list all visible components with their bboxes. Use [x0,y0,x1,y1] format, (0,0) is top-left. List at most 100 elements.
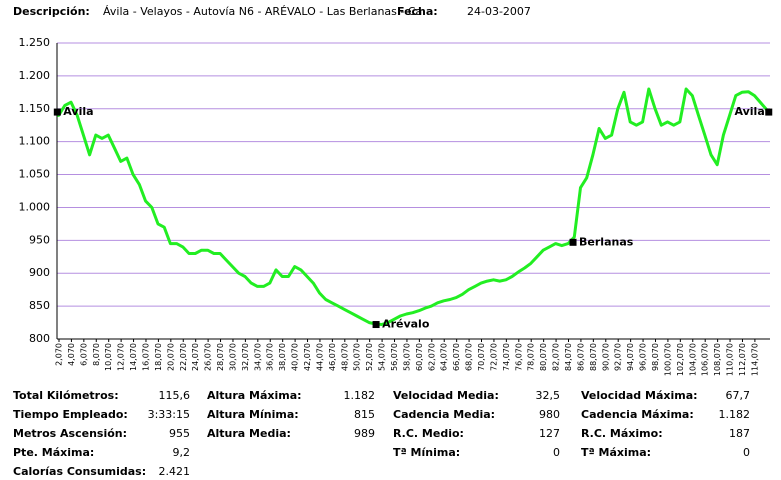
marker-label: Avila [63,105,93,118]
x-tick-label: 72,070 [489,343,498,371]
x-tick-label: 80,070 [539,343,548,371]
stat-label: Velocidad Media: [393,389,499,402]
x-tick-label: 92,070 [614,343,623,371]
stat-value: 3:33:15 [148,408,190,421]
stat-label: R.C. Máximo: [581,427,663,440]
x-tick-label: 110,070 [726,343,735,376]
x-tick-label: 36,070 [266,343,275,371]
stat-value: 815 [354,408,375,421]
y-tick-label: 1.050 [19,168,51,181]
stat-value: 67,7 [726,389,751,402]
stat-label: Velocidad Máxima: [581,389,698,402]
x-tick-label: 52,070 [365,343,374,371]
x-tick-label: 74,070 [502,343,511,371]
x-tick-label: 44,070 [315,343,324,371]
marker [372,321,380,329]
x-tick-label: 106,070 [701,343,710,376]
marker-label: Avila [734,105,764,118]
x-tick-label: 2,070 [54,343,63,366]
x-tick-label: 60,070 [415,343,424,371]
x-tick-label: 12,070 [117,343,126,371]
x-tick-label: 98,070 [651,343,660,371]
stat-value: 2.421 [159,465,191,478]
stat-value: 955 [169,427,190,440]
stat-label: Tª Máxima: [581,446,651,459]
x-tick-label: 88,070 [589,343,598,371]
x-tick-label: 114,070 [750,343,759,376]
x-tick-label: 6,070 [79,343,88,366]
stat-value: 0 [553,446,560,459]
x-tick-label: 16,070 [141,343,150,371]
stat-value: 989 [354,427,375,440]
x-tick-label: 48,070 [340,343,349,371]
x-tick-label: 56,070 [390,343,399,371]
stat-label: Cadencia Media: [393,408,495,421]
x-tick-label: 82,070 [552,343,561,371]
x-tick-label: 70,070 [477,343,486,371]
stat-label: Tª Mínima: [393,446,460,459]
stat-label: Cadencia Máxima: [581,408,694,421]
x-tick-label: 96,070 [639,343,648,371]
x-tick-label: 4,070 [67,343,76,366]
x-tick-label: 10,070 [104,343,113,371]
desc: Ávila - Velayos - Autovía N6 - ARÉVALO -… [103,5,422,18]
marker [569,238,577,246]
x-tick-label: 66,070 [452,343,461,371]
stat-value: 1.182 [344,389,376,402]
x-tick-label: 108,070 [713,343,722,376]
x-tick-label: 62,070 [427,343,436,371]
marker-label: Berlanas [579,235,634,248]
stat-value: 980 [539,408,560,421]
y-tick-label: 800 [29,332,50,345]
stat-label: Metros Ascensión: [13,427,127,440]
y-tick-label: 900 [29,266,50,279]
x-tick-label: 8,070 [92,343,101,366]
x-tick-label: 32,070 [241,343,250,371]
x-tick-label: 14,070 [129,343,138,371]
stat-value: 9,2 [173,446,191,459]
y-tick-label: 1.100 [19,135,51,148]
stat-value: 187 [729,427,750,440]
date-label: Fecha: [397,5,438,18]
stat-label: Total Kilómetros: [13,389,119,402]
x-tick-label: 112,070 [738,343,747,376]
stat-label: Calorías Consumidas: [13,465,146,478]
stat-label: Altura Media: [207,427,291,440]
marker [53,108,61,116]
stat-value: 127 [539,427,560,440]
x-tick-label: 58,070 [402,343,411,371]
x-tick-label: 90,070 [601,343,610,371]
x-tick-label: 38,070 [278,343,287,371]
x-tick-label: 20,070 [166,343,175,371]
stat-label: R.C. Medio: [393,427,464,440]
x-tick-label: 18,070 [154,343,163,371]
x-tick-label: 28,070 [216,343,225,371]
y-tick-label: 850 [29,299,50,312]
y-tick-label: 1.150 [19,102,51,115]
x-tick-label: 42,070 [303,343,312,371]
x-tick-label: 76,070 [514,343,523,371]
marker-label: Arévalo [382,318,430,331]
date: 24-03-2007 [467,5,531,18]
marker [765,108,773,116]
x-tick-label: 94,070 [626,343,635,371]
stat-value: 115,6 [159,389,191,402]
stat-value: 1.182 [719,408,751,421]
x-tick-label: 84,070 [564,343,573,371]
x-tick-label: 54,070 [378,343,387,371]
stat-value: 32,5 [536,389,561,402]
x-tick-label: 40,070 [291,343,300,371]
stat-value: 0 [743,446,750,459]
x-tick-label: 50,070 [353,343,362,371]
y-tick-label: 1.000 [19,200,51,213]
stat-label: Tiempo Empleado: [13,408,128,421]
elevation-line [57,87,770,326]
x-tick-label: 100,070 [663,343,672,376]
x-tick-label: 68,070 [465,343,474,371]
stat-label: Altura Máxima: [207,389,302,402]
x-tick-label: 30,070 [228,343,237,371]
stat-label: Altura Mínima: [207,408,299,421]
x-tick-label: 24,070 [191,343,200,371]
stat-label: Pte. Máxima: [13,446,94,459]
